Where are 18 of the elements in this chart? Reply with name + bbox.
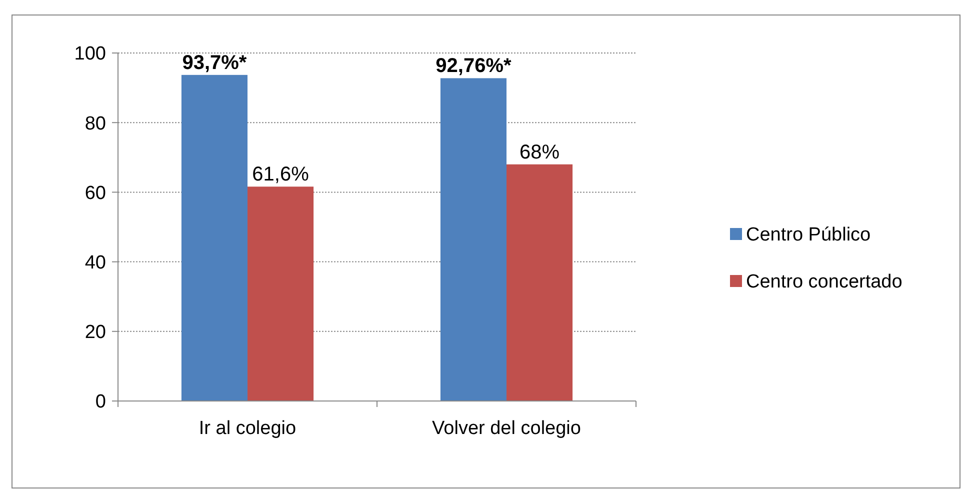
legend-label: Centro concertado	[746, 272, 902, 293]
data-label: 61,6%	[252, 164, 310, 186]
bar	[181, 74, 248, 401]
data-label: 93,7%*	[182, 52, 247, 74]
x-tick-label: Ir al colegio	[198, 418, 296, 439]
legend-label: Centro Público	[746, 224, 871, 246]
x-tick-label: Volver del colegio	[432, 418, 581, 439]
y-tick-label: 20	[84, 322, 106, 344]
bar	[248, 186, 314, 401]
y-tick-label: 60	[84, 182, 106, 204]
bar	[506, 164, 573, 401]
bar	[440, 78, 506, 401]
y-tick-label: 80	[84, 113, 106, 134]
y-tick-label: 0	[95, 392, 106, 413]
data-label: 68%	[520, 141, 560, 164]
data-label: 92,76%*	[436, 55, 512, 78]
y-tick-label: 40	[84, 252, 106, 274]
y-tick-label: 100	[74, 44, 106, 65]
